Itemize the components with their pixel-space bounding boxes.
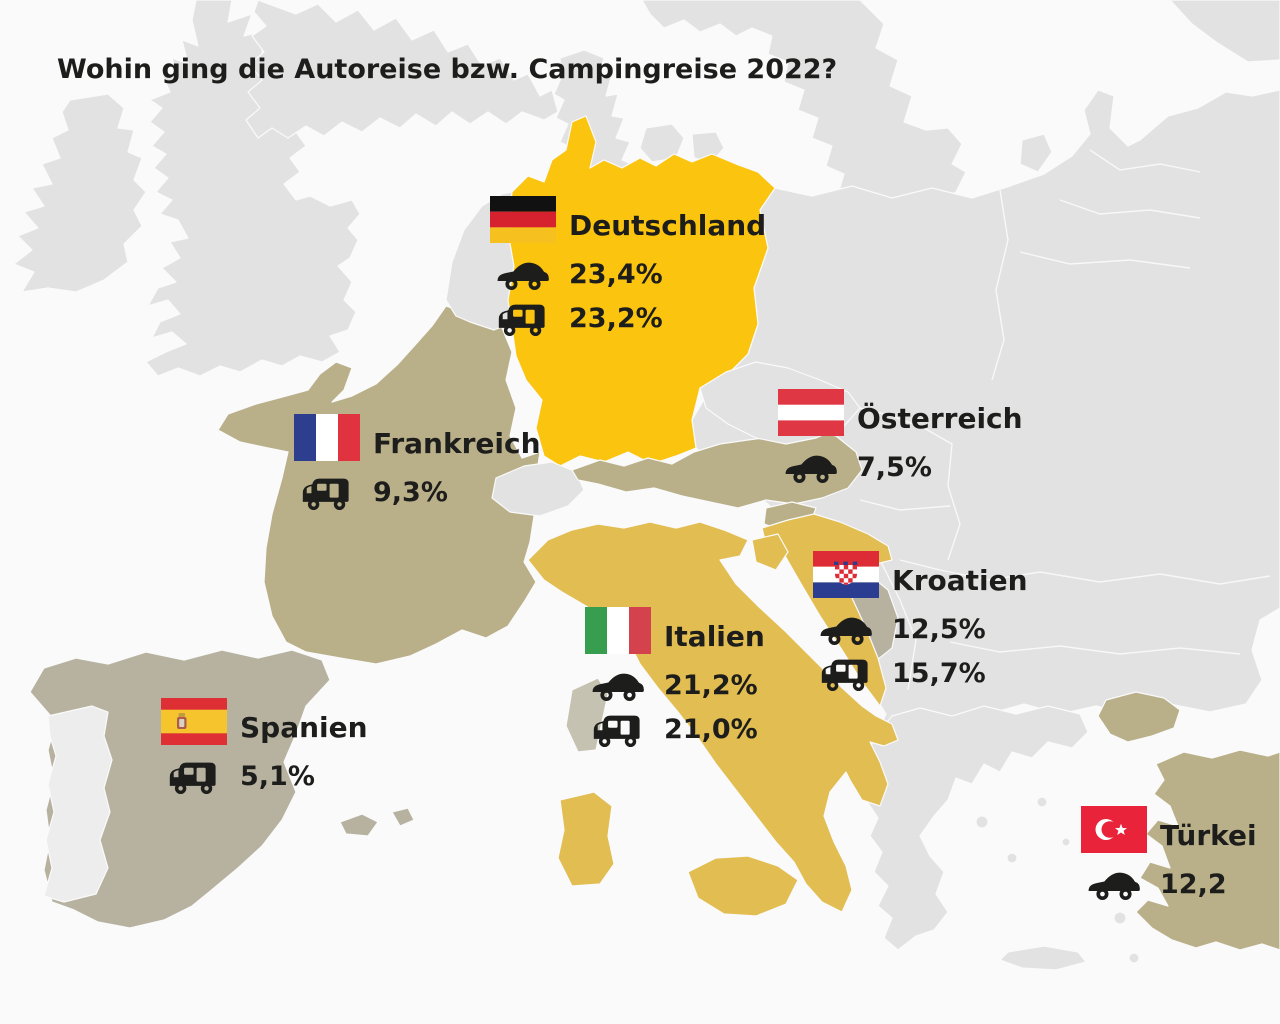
map-crete: [999, 945, 1087, 971]
page-title: Wohin ging die Autoreise bzw. Campingrei…: [57, 54, 838, 85]
country-name: Deutschland: [569, 208, 767, 242]
country-name: Italien: [664, 619, 765, 653]
turkey-flag: [1081, 806, 1147, 853]
spain-flag: [161, 698, 227, 745]
car-icon: [490, 255, 556, 293]
map-balearics: [339, 813, 379, 837]
germany-flag: [490, 196, 556, 243]
stat-value: 21,0%: [664, 713, 758, 745]
map-sicily: [687, 855, 799, 917]
map-turkey-anatolia: [1135, 749, 1280, 951]
italy-flag: [585, 607, 651, 654]
map-switzerland: [491, 461, 585, 517]
camper-icon: [294, 473, 360, 511]
map-norway: [245, 0, 559, 139]
map-finland-corner: [1169, 0, 1280, 63]
stat-value: 5,1%: [240, 760, 315, 792]
country-name: Kroatien: [892, 563, 1028, 597]
country-label-deutschland: Deutschland 23,4% 23,2%: [490, 196, 766, 340]
map-greece: [861, 705, 1089, 951]
country-borders: [859, 149, 1271, 691]
stat-value: 12,5%: [892, 613, 986, 645]
camper-icon: [585, 710, 651, 748]
stat-value: 23,4%: [569, 258, 663, 290]
country-name: Frankreich: [373, 426, 541, 460]
map-sardinia: [557, 791, 615, 887]
car-icon: [1081, 865, 1147, 903]
camper-icon: [161, 757, 227, 795]
country-label-oesterreich: Österreich 7,5%: [778, 389, 1023, 489]
stat-value: 12,2: [1160, 868, 1227, 900]
camper-icon: [813, 654, 879, 692]
country-label-italien: Italien 21,2% 21,0%: [585, 607, 765, 751]
map-turkey-europe: [1097, 691, 1181, 743]
country-label-frankreich: Frankreich 9,3%: [294, 414, 541, 514]
car-icon: [813, 610, 879, 648]
stat-value: 23,2%: [569, 302, 663, 334]
stat-value: 15,7%: [892, 657, 986, 689]
map-france: [217, 305, 541, 665]
stat-value: 9,3%: [373, 476, 448, 508]
country-name: Spanien: [240, 710, 368, 744]
france-flag: [294, 414, 360, 461]
austria-flag: [778, 389, 844, 436]
camper-icon: [490, 299, 556, 337]
car-icon: [778, 448, 844, 486]
country-name: Türkei: [1160, 818, 1257, 852]
map-portugal: [43, 705, 113, 903]
stat-value: 21,2%: [664, 669, 758, 701]
country-label-tuerkei: Türkei 12,2: [1081, 806, 1257, 906]
country-label-kroatien: Kroatien 12,5% 15,7%: [813, 551, 1028, 695]
country-label-spanien: Spanien 5,1%: [161, 698, 368, 798]
map-germany: [507, 115, 776, 467]
car-icon: [585, 666, 651, 704]
country-name: Österreich: [857, 401, 1023, 435]
croatia-flag: [813, 551, 879, 598]
map-ireland: [13, 93, 147, 293]
stat-value: 7,5%: [857, 451, 932, 483]
map-austria: [571, 429, 863, 509]
